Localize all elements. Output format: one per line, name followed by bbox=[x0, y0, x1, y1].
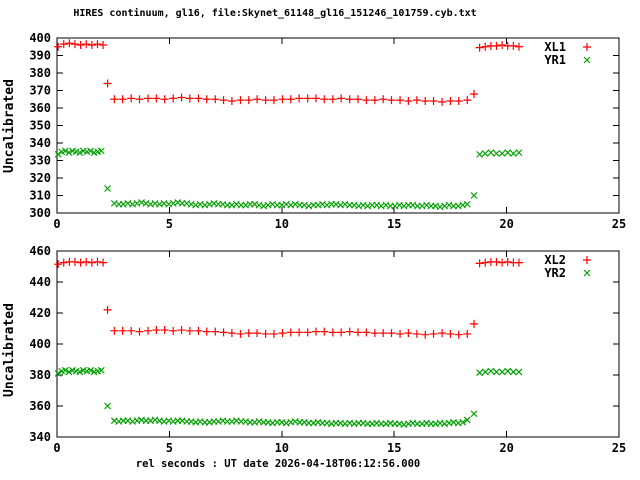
svg-text:10: 10 bbox=[275, 441, 289, 455]
svg-text:360: 360 bbox=[29, 101, 51, 115]
y-axis-label-bottom: Uncalibrated bbox=[2, 303, 17, 397]
svg-text:340: 340 bbox=[29, 136, 51, 150]
svg-text:350: 350 bbox=[29, 119, 51, 133]
svg-text:420: 420 bbox=[29, 306, 51, 320]
svg-text:340: 340 bbox=[29, 430, 51, 444]
svg-text:25: 25 bbox=[612, 441, 626, 455]
svg-text:320: 320 bbox=[29, 171, 51, 185]
svg-text:360: 360 bbox=[29, 399, 51, 413]
svg-text:300: 300 bbox=[29, 206, 51, 220]
svg-text:0: 0 bbox=[53, 441, 60, 455]
svg-text:440: 440 bbox=[29, 275, 51, 289]
svg-text:330: 330 bbox=[29, 154, 51, 168]
svg-text:460: 460 bbox=[29, 244, 51, 258]
svg-text:YR1: YR1 bbox=[544, 53, 566, 67]
y-axis-label-top: Uncalibrated bbox=[2, 79, 17, 173]
svg-text:10: 10 bbox=[275, 217, 289, 231]
svg-text:380: 380 bbox=[29, 368, 51, 382]
svg-text:XL1: XL1 bbox=[544, 40, 566, 54]
svg-text:20: 20 bbox=[499, 441, 513, 455]
svg-text:5: 5 bbox=[166, 217, 173, 231]
svg-text:XL2: XL2 bbox=[544, 253, 566, 267]
svg-text:400: 400 bbox=[29, 337, 51, 351]
svg-text:390: 390 bbox=[29, 49, 51, 63]
svg-text:15: 15 bbox=[387, 217, 401, 231]
svg-text:370: 370 bbox=[29, 84, 51, 98]
chart-title: HIRES continuum, gl16, file:Skynet_61148… bbox=[73, 8, 477, 19]
svg-text:0: 0 bbox=[53, 217, 60, 231]
svg-text:5: 5 bbox=[166, 441, 173, 455]
x-axis-label: rel seconds : UT date 2026-04-18T06:12:5… bbox=[135, 458, 421, 470]
svg-text:310: 310 bbox=[29, 189, 51, 203]
svg-text:380: 380 bbox=[29, 66, 51, 80]
svg-text:15: 15 bbox=[387, 441, 401, 455]
svg-text:YR2: YR2 bbox=[544, 266, 566, 280]
svg-text:20: 20 bbox=[499, 217, 513, 231]
svg-text:400: 400 bbox=[29, 31, 51, 45]
svg-text:25: 25 bbox=[612, 217, 626, 231]
